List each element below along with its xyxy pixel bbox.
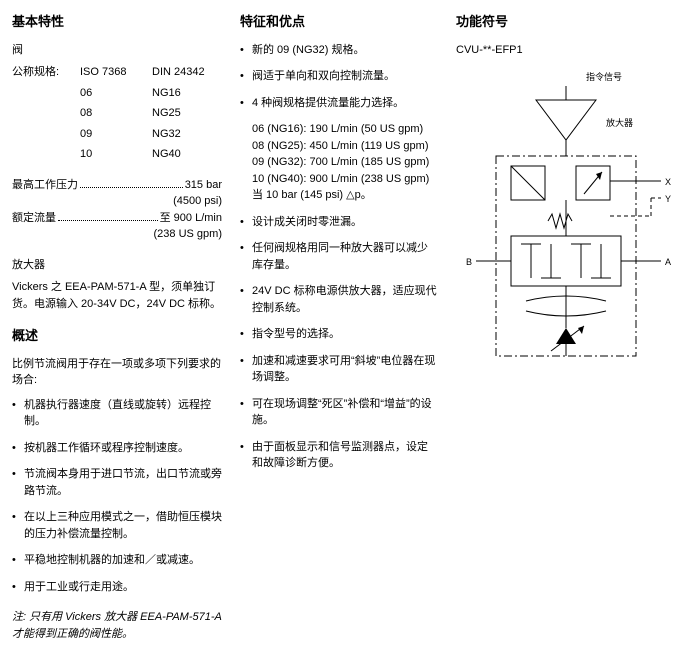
spec-cell: DIN 24342 [152, 64, 222, 81]
list-item: 平稳地控制机器的加速和／或减速。 [12, 552, 222, 569]
list-item: 在以上三种应用模式之一，借助恒压模块的压力补偿流量控制。 [12, 509, 222, 542]
flow-line: 06 (NG16): 190 L/min (50 US gpm) [252, 121, 438, 138]
spec-cell: 08 [80, 105, 142, 122]
label-amplifier: 放大器 [606, 117, 633, 128]
list-item: 按机器工作循环或程序控制速度。 [12, 440, 222, 457]
subhead-valve: 阀 [12, 42, 222, 59]
spec-row: 06 NG16 [12, 85, 222, 102]
list-item: 用于工业或行走用途。 [12, 579, 222, 596]
rated-flow-label: 额定流量 [12, 210, 56, 227]
heading-overview: 概述 [12, 326, 222, 346]
subhead-amplifier: 放大器 [12, 257, 222, 274]
note-text: 注: 只有用 Vickers 放大器 EEA-PAM-571-A 才能得到正确的… [12, 609, 222, 642]
column-features: 特征和优点 新的 09 (NG32) 规格。 阀适于单向和双向控制流量。 4 种… [240, 12, 438, 650]
spec-cell: ISO 7368 [80, 64, 142, 81]
spec-label: 公称规格: [12, 64, 70, 81]
label-a: A [665, 257, 671, 267]
flow-line: 10 (NG40): 900 L/min (238 US gpm) [252, 171, 438, 188]
hydraulic-symbol-diagram: 指令信号 放大器 X Y [456, 66, 676, 376]
spec-row: 09 NG32 [12, 126, 222, 143]
amplifier-text: Vickers 之 EEA-PAM-571-A 型，须单独订货。电源输入 20-… [12, 279, 222, 312]
heading-basic: 基本特性 [12, 12, 222, 32]
label-y: Y [665, 194, 671, 204]
spec-cell: NG32 [152, 126, 222, 143]
rated-flow-row: 额定流量 至 900 L/min [12, 210, 222, 227]
list-item: 阀适于单向和双向控制流量。 [240, 68, 438, 85]
label-b: B [466, 257, 472, 267]
label-x: X [665, 177, 671, 187]
spec-cell: 06 [80, 85, 142, 102]
list-item: 节流阀本身用于进口节流，出口节流或旁路节流。 [12, 466, 222, 499]
list-item: 机器执行器速度（直线或旋转）远程控制。 [12, 397, 222, 430]
list-item: 加速和减速要求可用“斜坡”电位器在现场调整。 [240, 353, 438, 386]
max-pressure-row: 最高工作压力 315 bar [12, 177, 222, 194]
spec-cell: NG40 [152, 146, 222, 163]
max-pressure-value: 315 bar [185, 177, 222, 194]
list-item: 设计成关闭时零泄漏。 [240, 214, 438, 231]
list-item: 4 种阀规格提供流量能力选择。 [240, 95, 438, 112]
spec-cell: 09 [80, 126, 142, 143]
column-basic-characteristics: 基本特性 阀 公称规格: ISO 7368 DIN 24342 06 NG16 … [12, 12, 222, 650]
list-item: 由于面板显示和信号监测器点，设定和故障诊断方便。 [240, 439, 438, 472]
spec-row: 10 NG40 [12, 146, 222, 163]
heading-function: 功能符号 [456, 12, 676, 32]
features-top-list: 新的 09 (NG32) 规格。 阀适于单向和双向控制流量。 4 种阀规格提供流… [240, 42, 438, 112]
spec-cell: NG25 [152, 105, 222, 122]
flow-line: 09 (NG32): 700 L/min (185 US gpm) [252, 154, 438, 171]
list-item: 24V DC 标称电源供放大器，适应现代控制系统。 [240, 283, 438, 316]
list-item: 指令型号的选择。 [240, 326, 438, 343]
spec-row: 08 NG25 [12, 105, 222, 122]
spec-cell: NG16 [152, 85, 222, 102]
flow-line: 08 (NG25): 450 L/min (119 US gpm) [252, 138, 438, 155]
list-item: 新的 09 (NG32) 规格。 [240, 42, 438, 59]
max-pressure-value-2: (4500 psi) [12, 193, 222, 210]
rated-flow-value-2: (238 US gpm) [12, 226, 222, 243]
label-signal: 指令信号 [586, 71, 622, 82]
overview-intro: 比例节流阀用于存在一项或多项下列要求的场合: [12, 356, 222, 389]
list-item: 可在现场调整“死区”补偿和“增益”的设施。 [240, 396, 438, 429]
list-item: 任何阀规格用同一种放大器可以减少库存量。 [240, 240, 438, 273]
spec-row: 公称规格: ISO 7368 DIN 24342 [12, 64, 222, 81]
flow-spec-block: 06 (NG16): 190 L/min (50 US gpm) 08 (NG2… [240, 121, 438, 204]
flow-line: 当 10 bar (145 psi) △p。 [252, 187, 438, 204]
rated-flow-value: 至 900 L/min [160, 210, 222, 227]
model-code: CVU-**-EFP1 [456, 42, 676, 59]
features-bottom-list: 设计成关闭时零泄漏。 任何阀规格用同一种放大器可以减少库存量。 24V DC 标… [240, 214, 438, 472]
heading-features: 特征和优点 [240, 12, 438, 32]
spec-cell: 10 [80, 146, 142, 163]
overview-list: 机器执行器速度（直线或旋转）远程控制。 按机器工作循环或程序控制速度。 节流阀本… [12, 397, 222, 596]
column-function-symbol: 功能符号 CVU-**-EFP1 指令信号 放大器 X [456, 12, 676, 650]
max-pressure-label: 最高工作压力 [12, 177, 78, 194]
